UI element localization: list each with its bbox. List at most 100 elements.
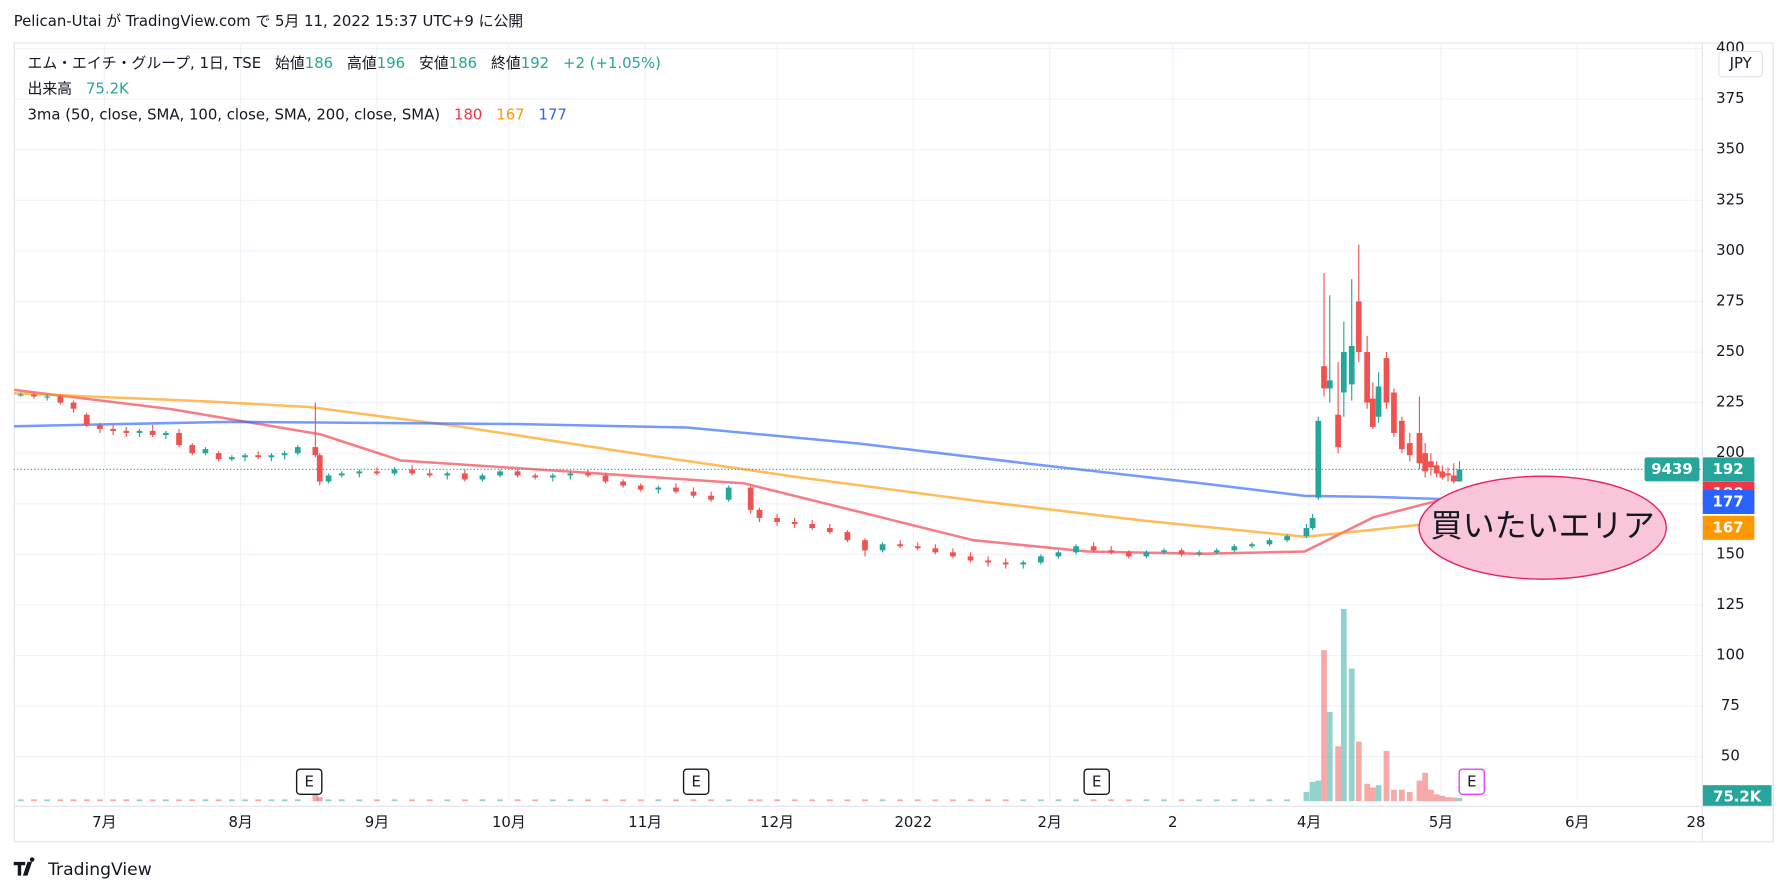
candle-body — [791, 521, 798, 525]
volume-bar — [1450, 797, 1457, 802]
x-tick-label: 28 — [1687, 813, 1706, 831]
candle-body — [325, 475, 332, 482]
countdown: 9439 — [1651, 460, 1692, 478]
candle-body — [1445, 473, 1451, 476]
volume-bar — [1326, 711, 1333, 802]
candle-body — [444, 473, 451, 476]
volume-bar — [479, 799, 486, 802]
candle-body — [1231, 546, 1238, 551]
candle-body — [1213, 550, 1220, 553]
volume-bar — [1315, 780, 1322, 802]
symbol: エム・エイチ・グループ, 1日, TSE — [27, 54, 261, 72]
candle-body — [497, 471, 503, 476]
volume-bar — [637, 799, 644, 802]
volume-title: 出来高 — [27, 79, 72, 97]
candle-body — [826, 528, 833, 533]
volume-bar — [1369, 787, 1376, 802]
candle-body — [242, 455, 248, 458]
ma-line — [14, 388, 1466, 556]
ma200-tag — [1702, 489, 1755, 514]
publisher-line: Pelican-Utai が TradingView.com で 5月 11, … — [14, 12, 523, 30]
candle-body — [215, 453, 222, 460]
countdown-box — [1644, 457, 1700, 482]
candle-body — [585, 473, 591, 476]
volume-bar — [1406, 792, 1413, 802]
low-value: 186 — [449, 54, 477, 72]
volume-bar — [985, 799, 991, 802]
candle-body — [950, 552, 956, 557]
candle-body — [268, 455, 275, 458]
candle-body — [1161, 550, 1167, 553]
volume-bar — [497, 799, 503, 802]
volume-bar — [1196, 799, 1203, 802]
candle-body — [1178, 550, 1185, 555]
y-tick-label: 250 — [1716, 342, 1744, 360]
volume-bar — [1416, 780, 1423, 802]
volume-bar — [897, 799, 904, 802]
candle-body — [70, 402, 77, 409]
volume-bar — [567, 799, 574, 802]
buy-area-ellipse — [1418, 475, 1667, 580]
candle-body — [725, 487, 732, 500]
candle-body — [1364, 352, 1370, 403]
volume-bar — [914, 799, 921, 802]
earnings-box — [1083, 768, 1110, 796]
volume-bar — [655, 799, 662, 802]
y-tick-label: 200 — [1716, 443, 1744, 461]
y-tick-label: 350 — [1716, 140, 1744, 158]
candle-body — [316, 455, 323, 482]
candle-body — [690, 491, 697, 496]
volume-bar — [17, 799, 24, 802]
volume-bar — [356, 799, 363, 802]
candle-body — [1399, 420, 1405, 450]
volume-bar — [1143, 799, 1150, 802]
currency-box[interactable] — [1718, 51, 1763, 78]
buy-area-label: 買いたいエリア — [1431, 507, 1655, 545]
volume-bar — [1231, 799, 1238, 802]
candle-body — [1422, 453, 1429, 472]
earnings-label: E — [691, 772, 700, 790]
candle-body — [338, 473, 345, 476]
candle-body — [514, 471, 521, 476]
candle-body — [774, 517, 780, 522]
candle-body — [879, 544, 886, 551]
earnings-label: E — [1467, 772, 1476, 790]
chart-frame — [13, 42, 1774, 843]
volume-bar — [1383, 750, 1390, 802]
volume-bar — [585, 799, 591, 802]
volume-bar — [1355, 741, 1362, 802]
legend-volume: 出来高 75.2K — [27, 79, 130, 97]
x-tick-label: 10月 — [492, 813, 526, 831]
ma100-tag-label: 167 — [1713, 518, 1744, 536]
volume-bar — [1391, 789, 1397, 802]
candle-body — [602, 475, 609, 482]
open-value: 186 — [305, 54, 333, 72]
candle-body — [1284, 536, 1290, 541]
volume-bar — [1178, 799, 1185, 802]
candle-body — [932, 548, 939, 553]
candle-body — [1196, 552, 1203, 555]
volume-bar — [549, 799, 556, 802]
volume-layer — [17, 608, 1463, 802]
candle-body — [844, 532, 851, 541]
candle-body — [809, 524, 816, 529]
volume-bar — [228, 799, 235, 802]
volume-bar — [826, 799, 833, 802]
candle-body — [1108, 550, 1115, 553]
candle-body — [1439, 471, 1446, 478]
volume-bar — [844, 799, 851, 802]
volume-bar — [1445, 797, 1451, 802]
volume-bar — [312, 794, 319, 802]
x-tick-label: 11月 — [628, 813, 662, 831]
x-tick-label: 9月 — [365, 813, 389, 831]
volume-bar — [1249, 799, 1255, 802]
volume-bar — [756, 799, 763, 802]
volume-bar — [31, 799, 37, 802]
y-tick-label: 225 — [1716, 393, 1744, 411]
volume-bar — [316, 797, 323, 802]
candle-body — [756, 509, 763, 518]
y-tick-label: 100 — [1716, 646, 1744, 664]
candle-body — [1348, 345, 1355, 385]
candle-body — [1416, 432, 1423, 464]
legend-ma: 3ma (50, close, SMA, 100, close, SMA, 20… — [27, 106, 566, 124]
